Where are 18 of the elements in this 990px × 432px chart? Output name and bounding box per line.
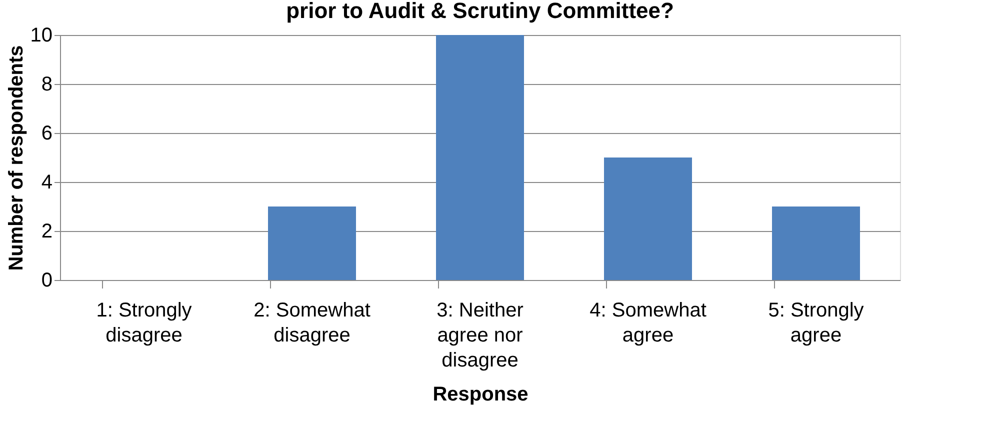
x-tick-label: 5: Strongly agree <box>768 300 864 346</box>
bar <box>604 158 692 280</box>
bar <box>772 206 860 280</box>
y-tick-label: 8 <box>41 74 52 96</box>
chart-title: prior to Audit & Scrutiny Committee? <box>286 0 674 23</box>
x-axis-title: Response <box>432 384 528 406</box>
x-tick-label: 1: Strongly disagree <box>96 300 192 346</box>
y-tick-label: 4 <box>41 172 52 194</box>
y-tick-label: 10 <box>30 24 52 46</box>
x-tick-label: 4: Somewhat agree <box>590 300 707 346</box>
y-tick-label: 6 <box>41 122 52 144</box>
x-tick-label: 2: Somewhat disagree <box>254 300 371 346</box>
x-tick-label: 3: Neither agree nor disagree <box>436 300 524 372</box>
bar <box>268 206 356 280</box>
bar <box>436 35 524 280</box>
y-tick-label: 0 <box>41 270 52 292</box>
y-axis-title: Number of respondents <box>5 45 28 271</box>
y-tick-label: 2 <box>41 220 52 242</box>
